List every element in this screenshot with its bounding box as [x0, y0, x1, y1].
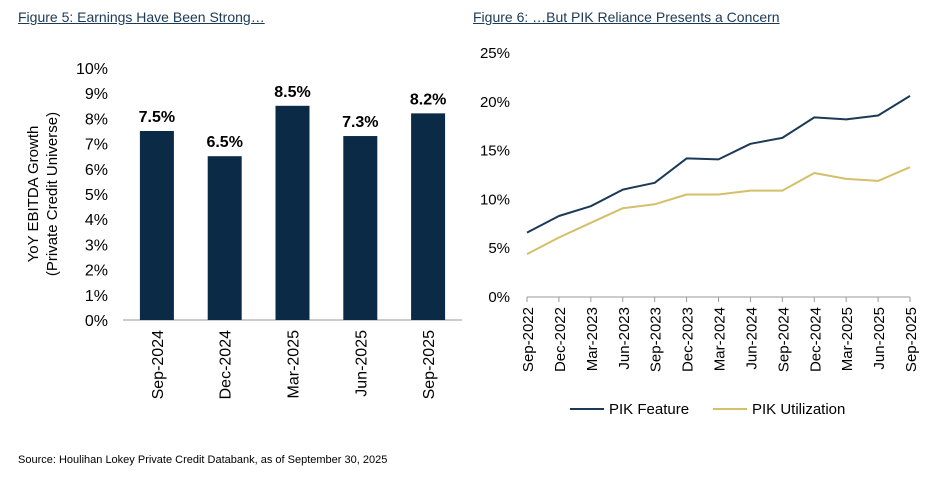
- y-tick-label: 3%: [85, 237, 108, 254]
- x-tick-label: Dec-2023: [680, 307, 697, 372]
- series-line-pik-utilization: [526, 166, 911, 255]
- y-tick-label: 10%: [76, 61, 108, 78]
- bar: [275, 105, 310, 320]
- y-axis-title: YoY EBITDA Growth: [25, 126, 42, 263]
- bar-data-label: 7.3%: [342, 114, 378, 131]
- y-tick-label: 10%: [480, 191, 510, 208]
- y-tick-label: 15%: [480, 143, 510, 160]
- x-tick-label: Sep-2024: [775, 307, 792, 372]
- y-tick-label: 0%: [85, 313, 108, 330]
- y-tick-label: 6%: [85, 162, 108, 179]
- x-tick-label: Sep-2024: [150, 330, 167, 399]
- y-tick-label: 7%: [85, 137, 108, 154]
- x-tick-label: Dec-2024: [807, 307, 824, 372]
- y-tick-label: 8%: [85, 111, 108, 128]
- series-line-pik-feature: [526, 95, 911, 234]
- y-tick-label: 2%: [85, 263, 108, 280]
- x-tick-label: Jun-2023: [616, 307, 633, 370]
- y-tick-label: 5%: [488, 240, 510, 257]
- x-tick-label: Sep-2025: [903, 307, 920, 372]
- bar: [343, 136, 378, 320]
- y-tick-label: 5%: [85, 187, 108, 204]
- x-tick-label: Jun-2025: [353, 330, 370, 397]
- y-tick-label: 25%: [480, 45, 510, 62]
- bar-data-label: 7.5%: [139, 109, 175, 126]
- bar: [411, 113, 446, 320]
- figure-6-title: Figure 6: …But PIK Reliance Presents a C…: [473, 9, 780, 25]
- y-axis-title: (Private Credit Universe): [44, 112, 61, 276]
- bar: [207, 156, 242, 320]
- x-tick-label: Sep-2025: [421, 330, 438, 399]
- x-tick-label: Jun-2024: [743, 307, 760, 370]
- x-tick-label: Dec-2022: [552, 307, 569, 372]
- x-tick-label: Sep-2022: [520, 307, 537, 372]
- legend-label: PIK Utilization: [752, 401, 845, 418]
- y-tick-label: 0%: [488, 289, 510, 306]
- y-tick-label: 20%: [480, 94, 510, 111]
- source-note: Source: Houlihan Lokey Private Credit Da…: [18, 454, 388, 466]
- x-tick-label: Mar-2023: [584, 307, 601, 371]
- x-tick-label: Mar-2024: [712, 307, 729, 371]
- y-tick-label: 9%: [85, 86, 108, 103]
- x-tick-label: Dec-2024: [218, 330, 235, 399]
- bar: [139, 131, 174, 320]
- y-tick-label: 4%: [85, 212, 108, 229]
- bar-data-label: 8.2%: [410, 91, 446, 108]
- y-tick-label: 1%: [85, 288, 108, 305]
- x-tick-label: Mar-2025: [286, 330, 303, 399]
- x-tick-label: Jun-2025: [871, 307, 888, 370]
- x-tick-label: Mar-2025: [839, 307, 856, 371]
- x-tick-label: Sep-2023: [648, 307, 665, 372]
- bar-data-label: 6.5%: [206, 134, 242, 151]
- legend-label: PIK Feature: [609, 401, 689, 418]
- bar-data-label: 8.5%: [274, 84, 310, 101]
- figure-5-title: Figure 5: Earnings Have Been Strong…: [18, 9, 265, 25]
